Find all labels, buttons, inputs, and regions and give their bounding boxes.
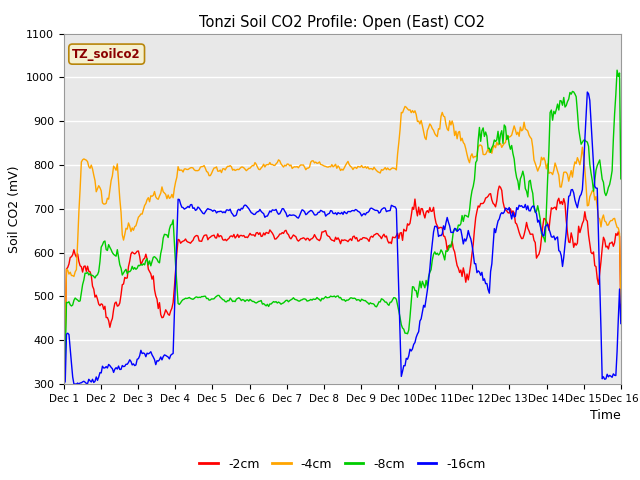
Legend: -2cm, -4cm, -8cm, -16cm: -2cm, -4cm, -8cm, -16cm [194, 453, 491, 476]
Y-axis label: Soil CO2 (mV): Soil CO2 (mV) [8, 165, 20, 252]
Text: TZ_soilco2: TZ_soilco2 [72, 48, 141, 60]
Title: Tonzi Soil CO2 Profile: Open (East) CO2: Tonzi Soil CO2 Profile: Open (East) CO2 [200, 15, 485, 30]
X-axis label: Time: Time [590, 409, 621, 422]
